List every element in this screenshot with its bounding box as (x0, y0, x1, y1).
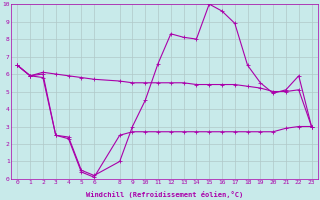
X-axis label: Windchill (Refroidissement éolien,°C): Windchill (Refroidissement éolien,°C) (86, 191, 243, 198)
